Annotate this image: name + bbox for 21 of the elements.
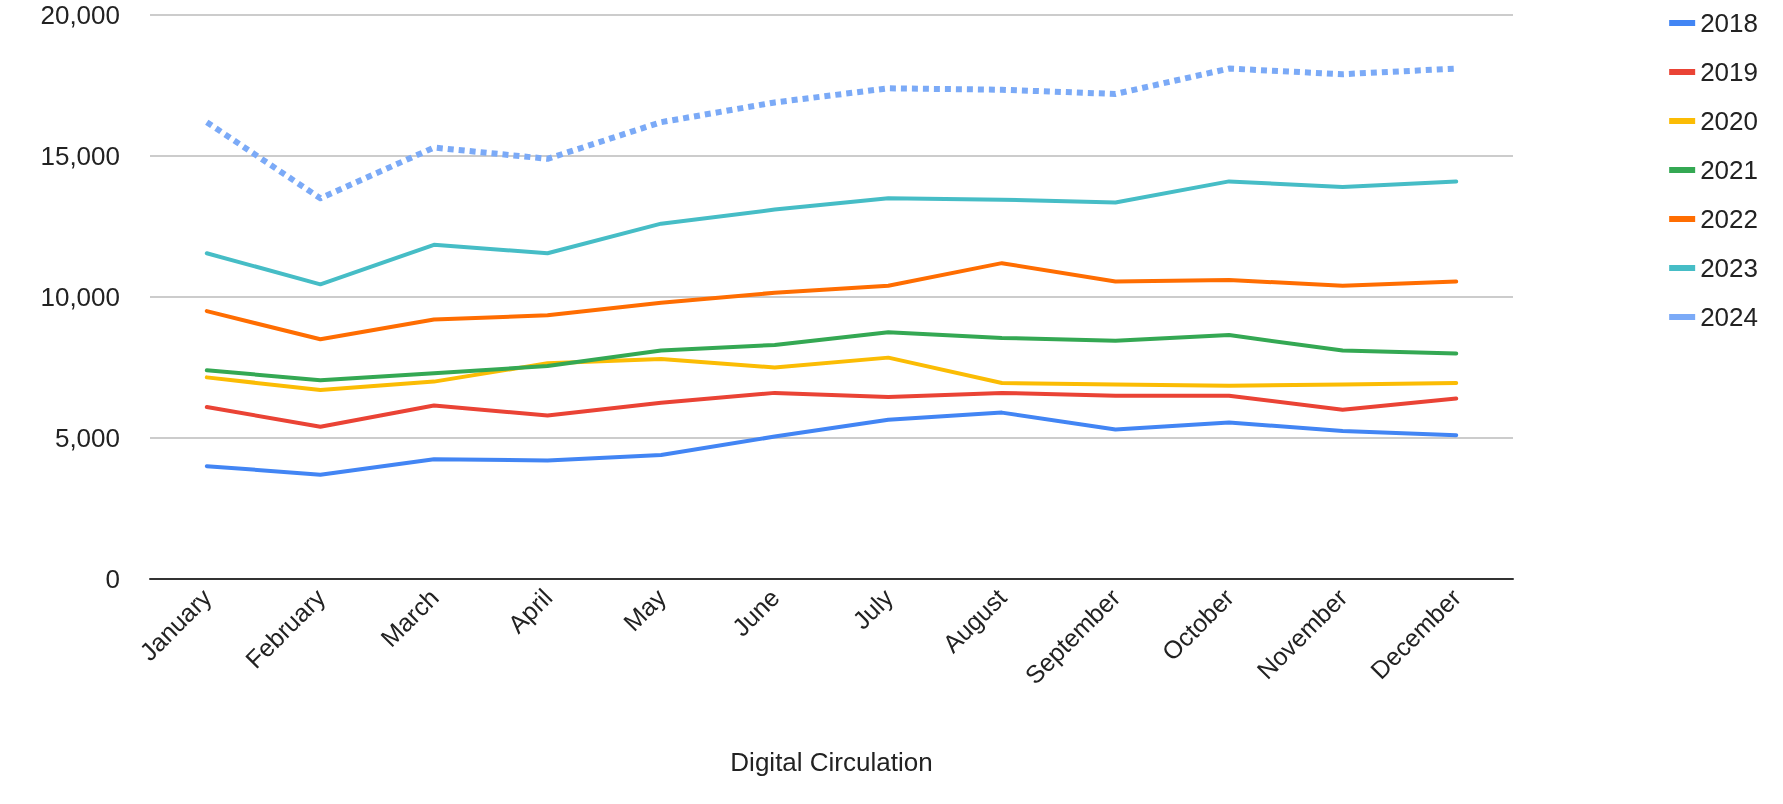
line-series: [204, 330, 1459, 383]
y-tick-label: 15,000: [40, 141, 120, 171]
line-series: [204, 179, 1459, 287]
x-tick-label: May: [617, 582, 672, 637]
x-axis-title: Digital Circulation: [730, 747, 933, 777]
line-series: [204, 355, 1459, 393]
y-tick-label: 20,000: [40, 0, 120, 30]
line-series: [204, 261, 1459, 342]
legend-label: 2019: [1700, 57, 1758, 87]
legend-label: 2024: [1700, 302, 1758, 332]
y-tick-label: 0: [105, 564, 120, 594]
x-tick-label: July: [846, 582, 899, 635]
line-series: [204, 410, 1459, 477]
legend-label: 2022: [1700, 204, 1758, 234]
y-tick-label: 5,000: [54, 423, 120, 453]
line-series: [204, 390, 1459, 429]
y-tick-label: 10,000: [40, 282, 120, 312]
legend-label: 2021: [1700, 155, 1758, 185]
legend-label: 2018: [1700, 8, 1758, 38]
legend-label: 2023: [1700, 253, 1758, 283]
legend-label: 2020: [1700, 106, 1758, 136]
